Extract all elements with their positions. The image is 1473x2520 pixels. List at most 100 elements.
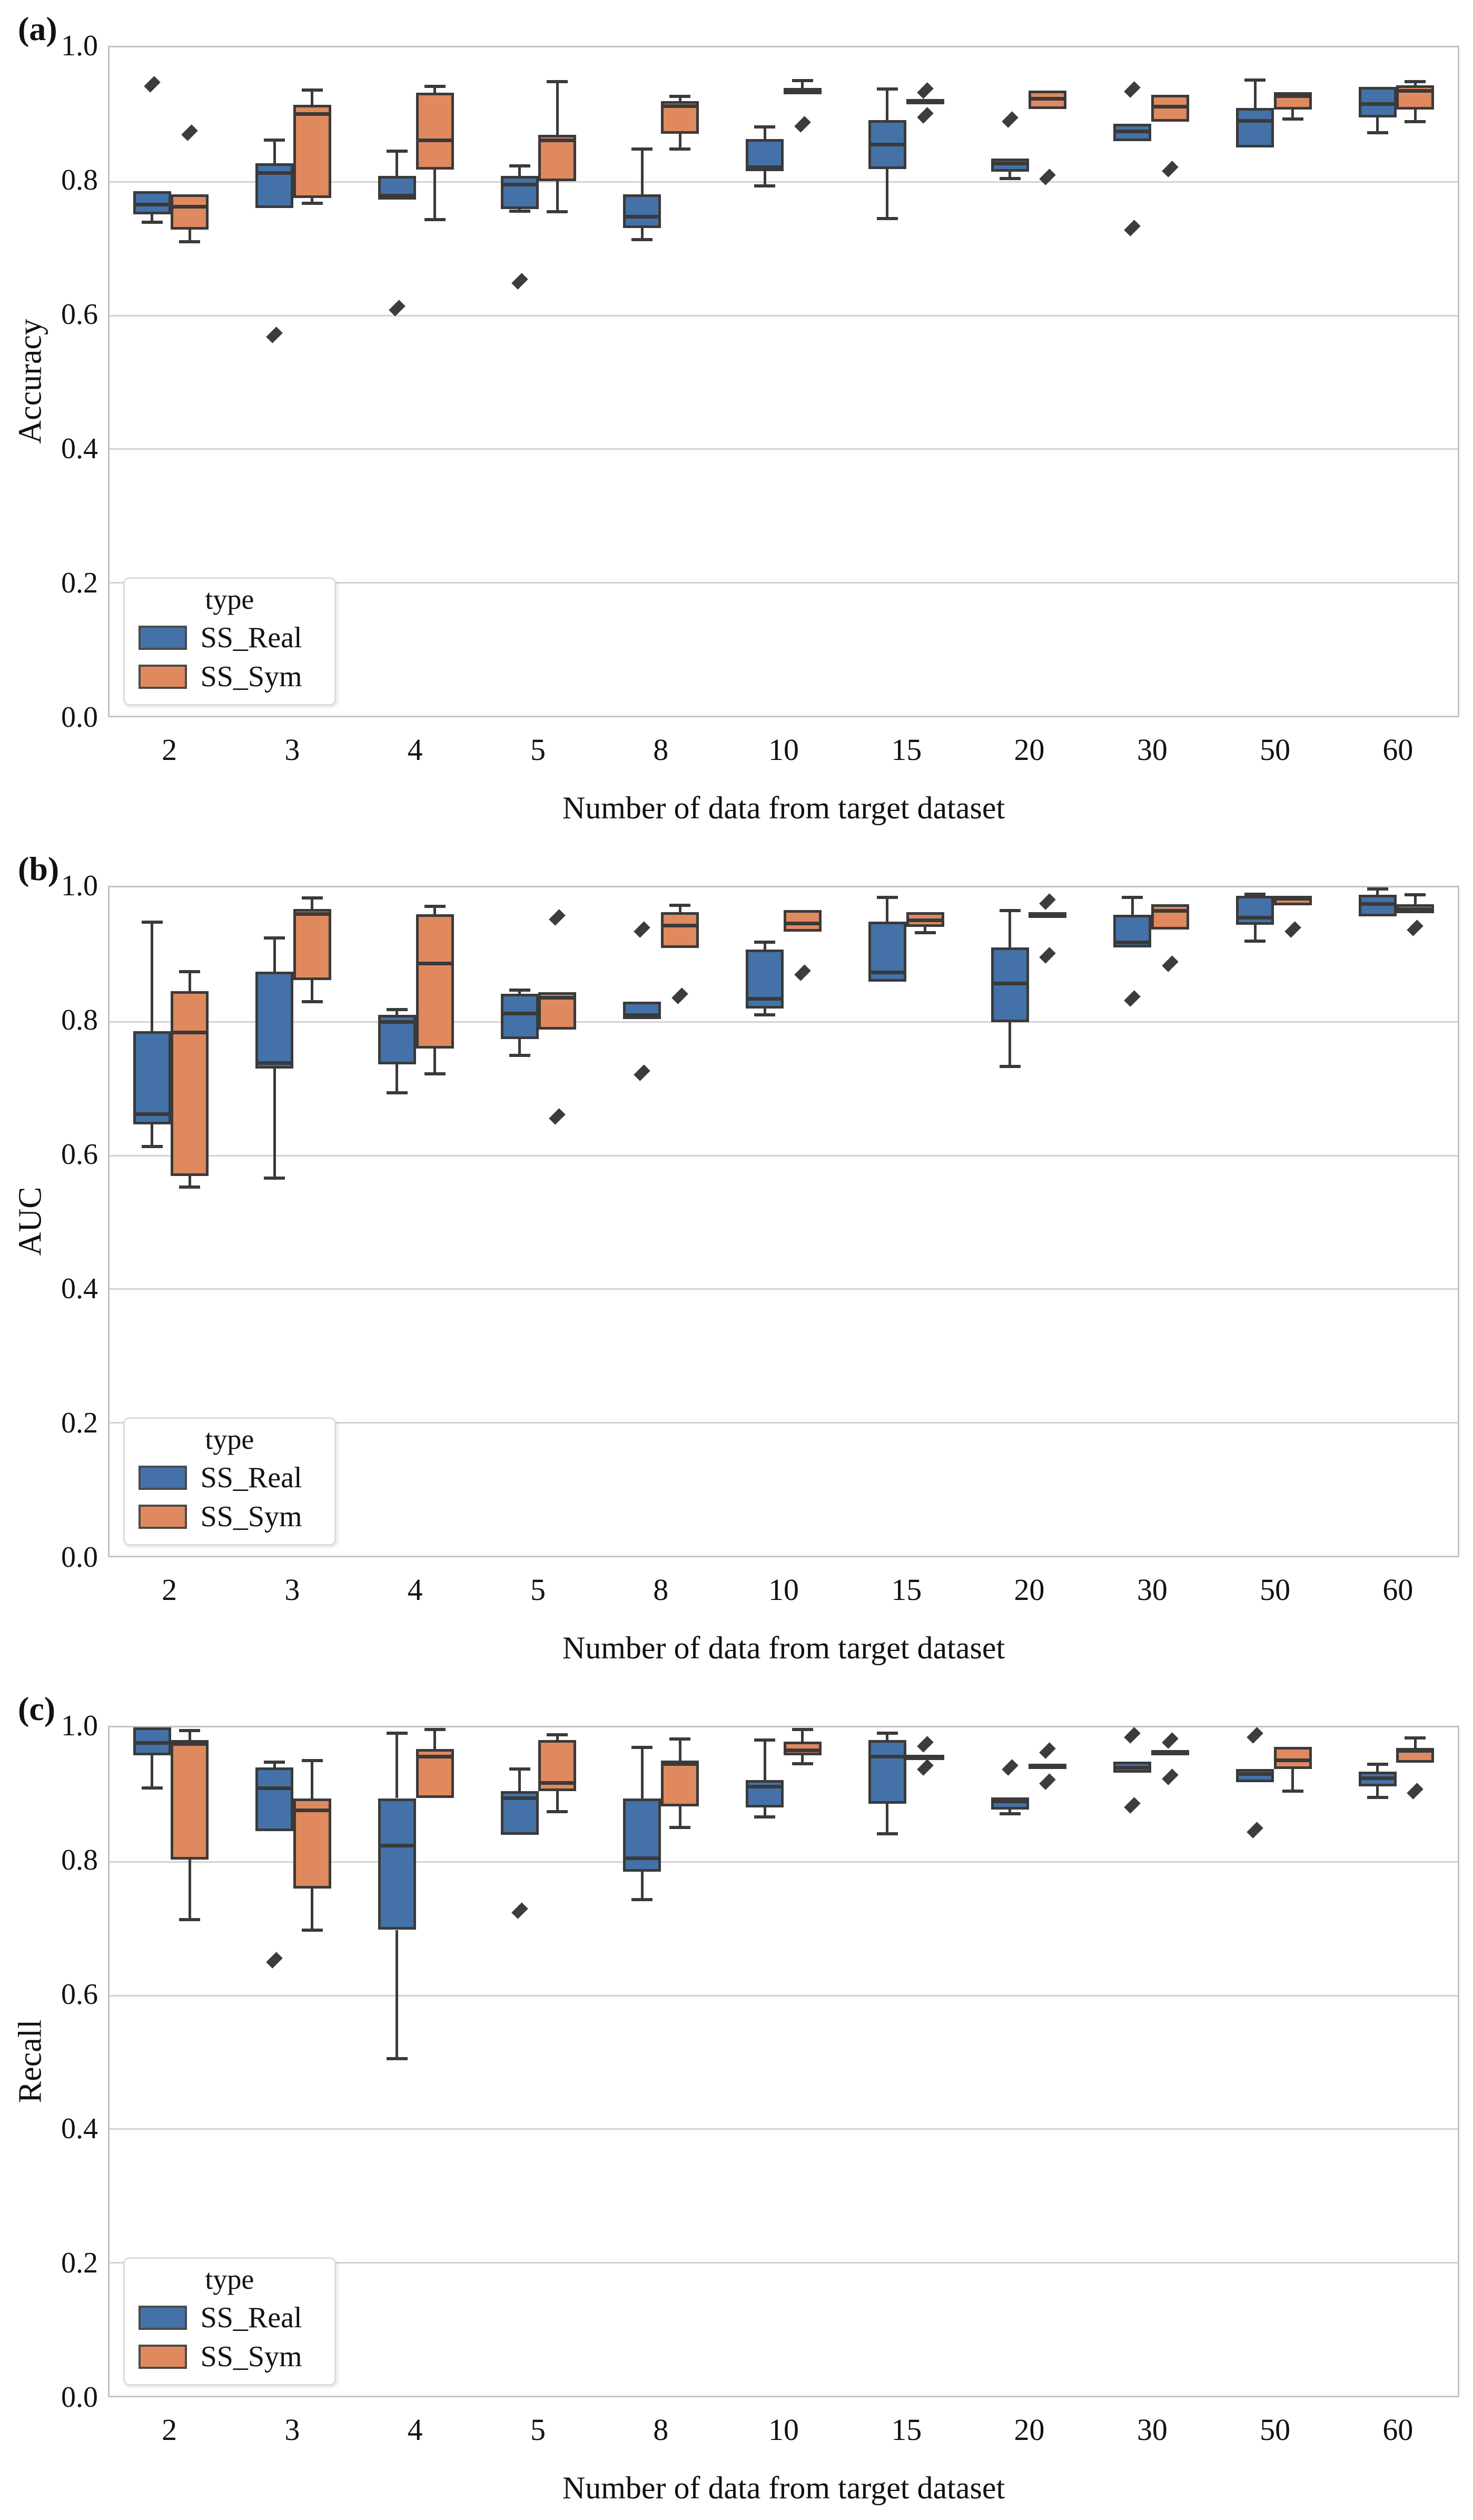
lower-whisker	[640, 228, 644, 240]
median-line	[500, 1012, 539, 1016]
upper-whisker-cap	[876, 87, 898, 91]
lower-whisker	[1009, 1022, 1012, 1067]
lower-whisker	[1291, 110, 1294, 119]
x-tick-label: 2	[162, 1573, 177, 1607]
upper-whisker-cap	[792, 1727, 813, 1731]
x-tick-label: 8	[653, 2413, 669, 2447]
median-line	[1236, 119, 1274, 123]
lower-whisker	[151, 1124, 154, 1147]
outlier-diamond	[1407, 920, 1424, 937]
box-SS_Sym-3	[293, 105, 331, 198]
upper-whisker-cap	[509, 989, 530, 992]
legend-item-label: SS_Real	[200, 621, 302, 655]
box-SS_Real-5	[500, 993, 539, 1040]
x-tick-label: 50	[1260, 1573, 1291, 1607]
gridline	[110, 1861, 1458, 1863]
legend-item: SS_Sym	[138, 1500, 321, 1534]
x-tick-label: 60	[1382, 2413, 1413, 2447]
upper-whisker-cap	[386, 149, 408, 153]
outlier-diamond	[1284, 921, 1301, 938]
upper-whisker	[556, 81, 559, 135]
outlier-diamond	[1162, 1768, 1179, 1785]
lower-whisker	[396, 1930, 399, 2059]
box-SS_Sym-8	[661, 912, 699, 948]
outlier-diamond	[1247, 1727, 1263, 1744]
upper-whisker	[1376, 1764, 1379, 1772]
lower-whisker	[886, 1803, 889, 1834]
median-line	[661, 1762, 699, 1766]
x-axis-label: Number of data from target dataset	[562, 1630, 1005, 1665]
upper-whisker	[396, 1733, 399, 1798]
x-tick-label: 15	[891, 1573, 922, 1607]
median-line	[1151, 105, 1190, 109]
lower-whisker	[678, 133, 681, 149]
box-SS_Sym-30	[1151, 904, 1190, 930]
lower-whisker-cap	[914, 931, 936, 935]
upper-whisker-cap	[1405, 893, 1426, 896]
box-SS_Sym-3	[293, 908, 331, 981]
median-line	[538, 995, 577, 1000]
legend: type SS_Real SS_Sym	[123, 1417, 337, 1546]
lower-whisker-cap	[999, 1065, 1021, 1069]
lower-whisker	[396, 1064, 399, 1093]
lower-whisker-cap	[669, 1826, 691, 1830]
median-line	[991, 162, 1029, 166]
lower-whisker	[886, 169, 889, 219]
legend-item-label: SS_Sym	[200, 2340, 302, 2374]
lower-whisker	[433, 170, 437, 220]
y-tick-label: 0.2	[61, 567, 98, 599]
median-line	[906, 99, 944, 103]
legend-title: type	[205, 584, 254, 616]
median-line	[1236, 915, 1274, 920]
lower-whisker-cap	[301, 1000, 323, 1003]
x-tick-label: 20	[1014, 2413, 1045, 2447]
median-line	[1396, 1748, 1435, 1753]
median-line	[500, 182, 539, 186]
lower-whisker-cap	[1244, 939, 1266, 943]
upper-whisker-cap	[264, 139, 285, 142]
upper-whisker-cap	[631, 147, 653, 151]
upper-whisker	[801, 1729, 804, 1742]
lower-whisker-cap	[1405, 120, 1426, 123]
x-tick-label: 15	[891, 733, 922, 767]
x-tick-label: 20	[1014, 733, 1045, 767]
y-tick-label: 1.0	[61, 1709, 98, 1742]
y-axis-label: Accuracy	[12, 319, 48, 444]
y-tick-label: 1.0	[61, 869, 98, 902]
lower-whisker-cap	[669, 147, 691, 151]
x-tick-label: 10	[768, 2413, 799, 2447]
lower-whisker-cap	[1282, 117, 1303, 121]
median-line	[623, 1856, 661, 1861]
median-line	[746, 165, 784, 169]
upper-whisker	[273, 1762, 276, 1768]
median-line	[906, 1755, 944, 1759]
upper-whisker-cap	[1244, 892, 1266, 896]
upper-whisker	[311, 898, 314, 909]
panel-label: (c)	[18, 1690, 56, 1727]
upper-whisker	[801, 81, 804, 88]
outlier-diamond	[1407, 1782, 1424, 1800]
outlier-diamond	[1124, 1727, 1141, 1744]
x-tick-label: 5	[530, 733, 546, 767]
outlier-diamond	[549, 1108, 566, 1125]
outlier-diamond	[634, 921, 651, 938]
y-tick-label: 0.4	[61, 2112, 98, 2145]
x-axis-label: Number of data from target dataset	[562, 790, 1005, 825]
lower-whisker-cap	[386, 2057, 408, 2061]
chart-panel-b: (b) AUC type SS_Real SS_Sym 1.0 0.8 0.6 0.4 0.2 0.…	[0, 840, 1473, 1680]
median-line	[378, 1844, 416, 1848]
outlier-diamond	[1162, 161, 1179, 177]
x-tick-label: 50	[1260, 733, 1291, 767]
gridline	[110, 1021, 1458, 1023]
lower-whisker-cap	[876, 1832, 898, 1835]
median-line	[1273, 1758, 1312, 1762]
upper-whisker-cap	[264, 936, 285, 940]
legend-item: SS_Real	[138, 621, 321, 655]
plot-area: type SS_Real SS_Sym	[108, 886, 1459, 1557]
median-line	[1113, 940, 1152, 944]
box-SS_Sym-4	[416, 914, 454, 1049]
median-line	[868, 142, 906, 146]
y-tick-label: 1.0	[61, 29, 98, 62]
box-SS_Sym-2	[171, 194, 209, 230]
